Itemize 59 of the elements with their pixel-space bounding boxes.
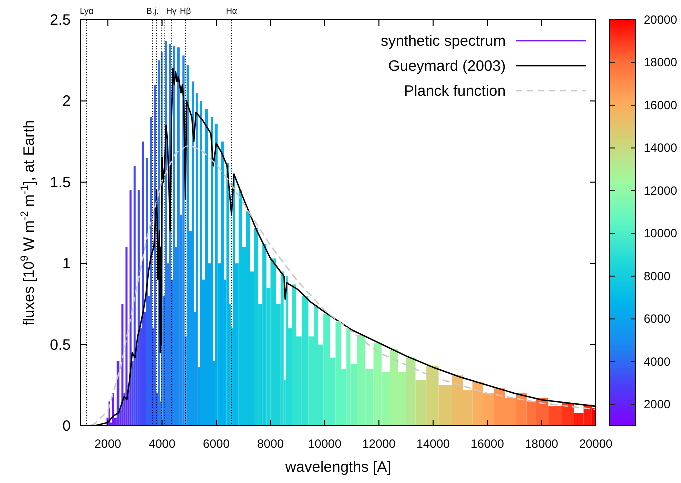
bar xyxy=(126,247,128,426)
x-axis-title: wavelengths [A] xyxy=(284,459,392,476)
x-tick-label: 4000 xyxy=(148,437,176,451)
bar xyxy=(205,109,208,426)
y-tick-label: 0 xyxy=(62,418,71,435)
legend-label: Planck function xyxy=(404,83,506,100)
bar xyxy=(130,190,132,426)
ref-line-label: Hβ xyxy=(180,6,192,16)
y-tick-label: 1 xyxy=(62,256,71,273)
x-tick-label: 16000 xyxy=(470,437,505,451)
bar xyxy=(122,304,124,426)
color-bar-label: 2000 xyxy=(644,398,672,412)
x-tick-label: 10000 xyxy=(308,437,342,451)
bar xyxy=(192,82,194,426)
color-bar-label: 12000 xyxy=(644,184,678,198)
ref-line-label: B.j. xyxy=(146,6,159,16)
color-bar-label: 4000 xyxy=(644,354,672,369)
y-tick-label: 1.5 xyxy=(50,174,71,192)
color-bar-label: 20000 xyxy=(644,13,678,27)
bar xyxy=(134,166,136,426)
ref-line-label: Lyα xyxy=(80,6,94,16)
bar xyxy=(186,65,190,426)
y-tick-label: 0.5 xyxy=(50,336,71,354)
bar xyxy=(138,190,140,426)
bar xyxy=(200,101,202,426)
x-tick-label: 2000 xyxy=(94,437,122,451)
bar xyxy=(154,84,156,426)
bar xyxy=(215,124,218,426)
color-bar-label: 14000 xyxy=(644,141,678,156)
bar xyxy=(238,190,242,426)
bar xyxy=(150,117,152,426)
color-bar-label: 10000 xyxy=(644,226,678,241)
bar xyxy=(177,48,180,426)
x-tick-label: 18000 xyxy=(525,437,559,451)
legend-label: Gueymard (2003) xyxy=(388,58,506,75)
bar xyxy=(254,228,259,426)
ref-line-label: Hα xyxy=(226,6,238,16)
x-tick-label: 20000 xyxy=(579,437,614,451)
x-tick-label: 12000 xyxy=(362,437,396,451)
x-tick-label: 8000 xyxy=(257,437,284,451)
bar xyxy=(221,142,224,426)
y-tick-label: 2.5 xyxy=(50,12,71,29)
x-tick-label: 14000 xyxy=(416,437,450,451)
bar xyxy=(246,212,250,426)
bar xyxy=(286,276,288,426)
y-tick-label: 2 xyxy=(62,93,71,110)
line-series xyxy=(81,144,596,426)
bar xyxy=(232,174,236,426)
color-bar-label: 16000 xyxy=(644,98,678,112)
bar xyxy=(142,142,144,426)
color-bar-label: 18000 xyxy=(644,56,678,70)
bar xyxy=(146,158,148,426)
legend-label: synthetic spectrum xyxy=(380,33,506,50)
color-bar-label: 8000 xyxy=(644,269,672,284)
bar xyxy=(262,244,267,426)
bar xyxy=(226,162,230,426)
ref-line-label: Hγ xyxy=(166,6,178,16)
color-bar-label: 6000 xyxy=(644,312,672,326)
x-tick-label: 6000 xyxy=(203,437,230,451)
